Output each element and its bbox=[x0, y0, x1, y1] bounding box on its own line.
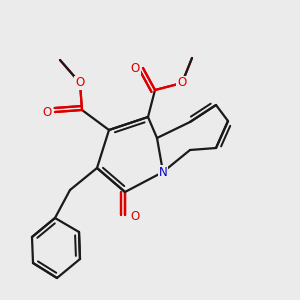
Text: O: O bbox=[42, 106, 52, 118]
Text: O: O bbox=[75, 76, 85, 89]
Text: O: O bbox=[75, 76, 85, 89]
Text: N: N bbox=[159, 166, 167, 178]
Text: O: O bbox=[130, 61, 140, 74]
Text: O: O bbox=[130, 61, 140, 74]
Text: O: O bbox=[177, 76, 187, 89]
Text: O: O bbox=[42, 106, 52, 118]
Text: O: O bbox=[130, 211, 140, 224]
Text: N: N bbox=[159, 166, 167, 178]
Text: O: O bbox=[130, 212, 140, 226]
Text: O: O bbox=[177, 76, 187, 89]
